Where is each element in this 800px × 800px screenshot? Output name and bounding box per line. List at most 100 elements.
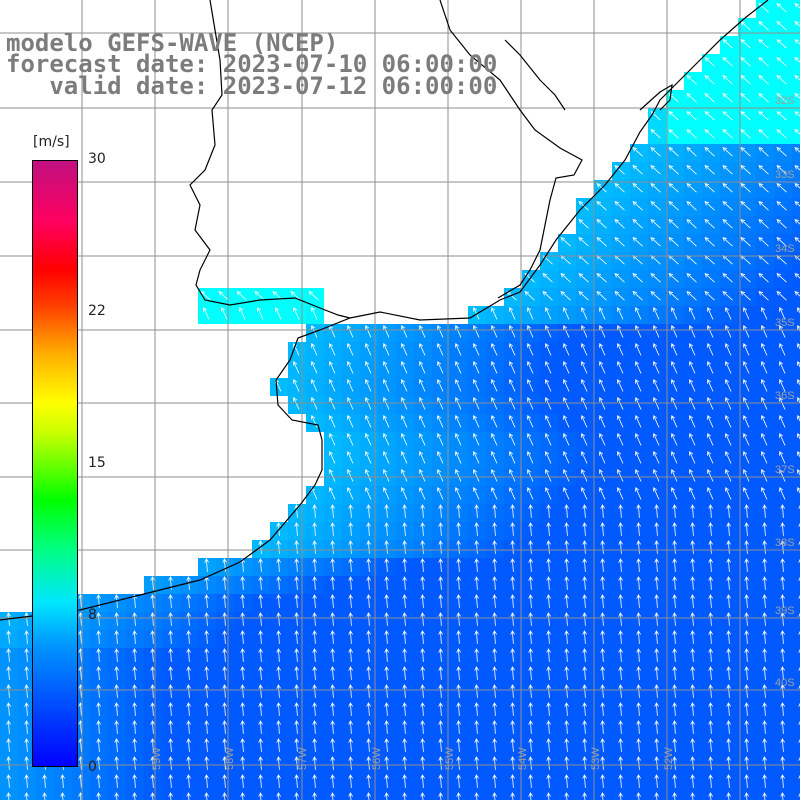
wind-arrow [528,576,533,590]
wind-arrow [420,666,425,680]
wind-arrow [221,306,228,320]
wind-arrow [294,612,299,626]
wind-arrow [600,594,605,608]
wind-arrow [600,522,605,536]
wind-arrow [150,738,155,752]
wind-arrow [582,648,587,662]
wind-arrow [222,684,227,698]
wind-arrow [780,684,785,698]
wind-arrow [383,342,390,356]
wind-arrow [474,774,479,788]
wind-arrow [653,306,660,320]
wind-arrow [258,666,263,680]
wind-arrow [186,684,191,698]
wind-arrow [366,540,371,554]
wind-arrow [401,432,408,446]
wind-arrow [653,342,660,356]
wind-arrow [204,792,209,800]
wind-arrow [401,378,408,392]
wind-speed-cell [792,612,800,630]
wind-arrow [294,540,299,554]
wind-arrow [636,684,641,698]
wind-arrow [762,594,767,608]
wind-arrow [527,468,534,482]
wind-arrow [707,306,714,320]
wind-arrow [690,756,695,770]
wind-arrow [654,522,659,536]
wind-arrow [365,414,372,428]
wind-arrow [437,360,444,374]
wind-arrow [308,291,319,301]
wind-arrow [474,684,479,698]
wind-arrow [780,558,785,572]
wind-arrow [618,540,623,554]
wind-arrow [365,468,372,482]
latitude-label: 39S [775,605,795,617]
wind-arrow [420,648,425,662]
wind-arrow [96,720,101,734]
wind-arrow [726,576,731,590]
wind-arrow [276,648,281,662]
wind-arrow [617,342,624,356]
wind-arrow [779,450,786,464]
latitude-labels: 32S 33S 34S 35S 36S 37S 38S 39S 40S [775,95,795,689]
wind-arrow [474,720,479,734]
wind-arrow [726,540,731,554]
wind-arrow [722,219,733,229]
wind-arrow [456,774,461,788]
wind-arrow [24,792,29,800]
wind-arrow [798,792,800,797]
wind-arrow [671,396,678,410]
wind-arrow [635,432,642,446]
wind-arrow [492,504,497,518]
wind-arrow [96,702,101,716]
wind-arrow [168,738,173,752]
wind-arrow [329,468,336,482]
wind-arrow [779,414,786,428]
wind-arrow [473,378,480,392]
wind-arrow [492,576,497,590]
wind-arrow [618,684,623,698]
wind-arrow [581,450,588,464]
wind-arrow [614,219,625,229]
wind-arrow [725,468,732,482]
wind-speed-cell [792,54,800,72]
latitude-label: 33S [775,169,795,181]
wind-arrow [758,291,769,301]
wind-arrow [456,540,461,554]
wind-arrow [114,666,119,680]
wind-arrow [758,273,769,283]
wind-arrow [546,522,551,536]
wind-arrow [726,648,731,662]
wind-arrow [222,630,227,644]
wind-arrow [492,720,497,734]
wind-arrow [704,147,715,157]
wind-arrow [383,450,390,464]
wind-arrow [671,432,678,446]
wind-arrow [686,165,697,175]
wind-arrow [545,450,552,464]
wind-arrow [743,378,750,392]
wind-arrow [293,378,300,392]
wind-speed-cell [792,198,800,216]
wind-arrow [491,468,498,482]
wind-arrow [722,291,733,301]
wind-arrow [114,630,119,644]
wind-arrow [455,396,462,410]
wind-arrow [672,666,677,680]
wind-arrow [150,594,155,608]
wind-arrow [294,522,299,536]
wind-arrow [708,720,713,734]
wind-arrow [600,702,605,716]
wind-arrow [383,486,390,500]
wind-arrow [546,630,551,644]
wind-arrow [114,774,119,788]
wind-arrow [599,414,606,428]
wind-arrow [456,756,461,770]
wind-arrow [780,612,785,626]
wind-arrow [654,756,659,770]
wind-arrow [455,414,462,428]
wind-arrow [384,504,389,518]
